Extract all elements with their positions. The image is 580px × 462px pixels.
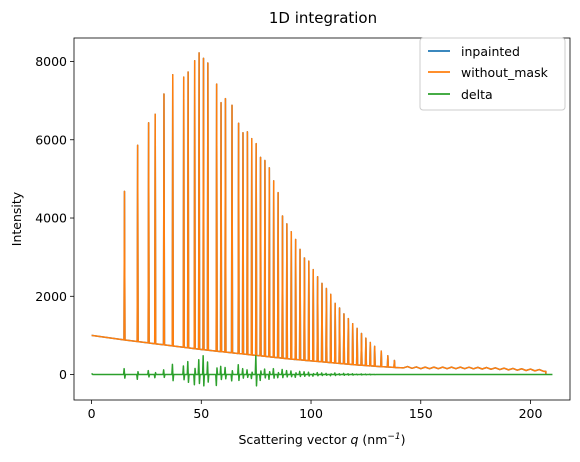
chart-title: 1D integration — [269, 9, 377, 27]
y-tick-label: 2000 — [35, 289, 67, 304]
series-line-without-mask — [91, 52, 547, 375]
plot-frame — [73, 37, 571, 401]
legend-label-without-mask: without_mask — [461, 65, 549, 80]
y-tick-label: 4000 — [35, 211, 67, 226]
y-axis: 0 2000 4000 6000 8000 — [35, 54, 74, 382]
y-axis-label: Intensity — [9, 191, 24, 246]
series-layer — [91, 52, 553, 387]
x-tick-label: 0 — [88, 406, 96, 421]
x-tick-label: 150 — [409, 406, 433, 421]
x-tick-label: 200 — [519, 406, 543, 421]
legend-box — [419, 37, 566, 111]
legend-label-delta: delta — [461, 87, 493, 102]
y-tick-label: 6000 — [35, 132, 67, 147]
legend-label-inpainted: inpainted — [461, 44, 520, 59]
x-tick-label: 50 — [193, 406, 209, 421]
legend: inpainted without_mask delta — [419, 37, 566, 111]
y-tick-label: 8000 — [35, 54, 67, 69]
y-tick-label: 0 — [59, 367, 67, 382]
x-tick-label: 100 — [299, 406, 323, 421]
x-axis: 0 50 100 150 200 — [88, 400, 543, 421]
x-axis-label: Scattering vector q (nm−1) — [238, 432, 405, 447]
series-line-delta — [91, 355, 553, 387]
